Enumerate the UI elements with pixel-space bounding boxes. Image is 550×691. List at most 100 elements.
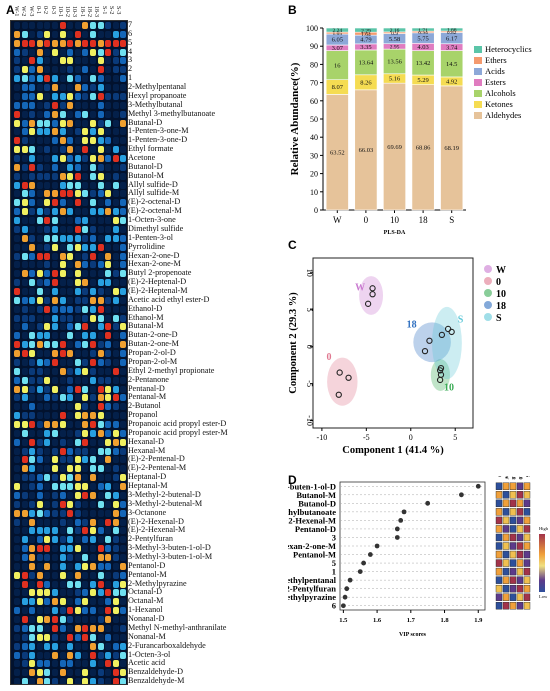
heatmap-cell (67, 261, 74, 269)
heatmap-cell (29, 190, 36, 198)
heatmap-cell (97, 341, 104, 349)
heatmap-cell (67, 367, 74, 375)
heatmap-cell (67, 562, 74, 570)
heatmap-cell (112, 110, 119, 118)
heatmap-cell (59, 616, 66, 624)
heatmap-cell (59, 500, 66, 508)
heatmap-cell (97, 39, 104, 47)
heatmap-cell (14, 678, 20, 684)
vip-heat-cell (495, 491, 503, 499)
heatmap-cell (52, 358, 58, 366)
heatmap-cell (52, 669, 58, 677)
heatmap-cell (82, 101, 89, 109)
heatmap-cell (74, 491, 81, 499)
x-tick-label: 1.8 (440, 617, 449, 624)
heatmap-cell (120, 270, 127, 278)
heatmap-cell (67, 500, 74, 508)
heatmap-cell (97, 296, 104, 304)
heatmap-cell (59, 84, 66, 92)
heatmap-cell (21, 217, 28, 225)
vip-heat-cell (516, 550, 524, 559)
heatmap-cell (59, 651, 66, 659)
heatmap-cell (120, 75, 127, 83)
heatmap-cell (14, 589, 20, 597)
legend-marker (484, 265, 492, 273)
x-tick-label: -10 (317, 433, 328, 442)
heatmap-cell (44, 491, 51, 499)
heatmap-cell (120, 323, 127, 331)
heatmap-cell (14, 57, 20, 65)
heatmap-column-header: 10-1 (56, 6, 63, 17)
legend-swatch (474, 112, 482, 119)
heatmap-cell (14, 598, 20, 606)
heatmap-cell (74, 341, 81, 349)
heatmap-cell (52, 208, 58, 216)
heatmap-cell (105, 208, 112, 216)
heatmap-cell (59, 429, 66, 437)
heatmap-cell (67, 279, 74, 287)
heatmap-cell (112, 474, 119, 482)
heatmap-cell (90, 84, 96, 92)
heatmap-cell (36, 332, 43, 340)
heatmap-cell (21, 163, 28, 171)
data-label: 5.58 (389, 36, 400, 43)
heatmap-row (11, 588, 127, 597)
heatmap-cell (29, 403, 36, 411)
heatmap-cell (97, 598, 104, 606)
vip-point (367, 552, 373, 557)
heatmap-cell (97, 474, 104, 482)
heatmap-row-label: 1-Hexanol (128, 605, 163, 615)
heatmap-cell (21, 358, 28, 366)
heatmap-cell (105, 163, 112, 171)
score-point (336, 369, 343, 376)
heatmap-cell (44, 669, 51, 677)
heatmap-cell (59, 350, 66, 358)
feature-label: 1 (332, 567, 336, 577)
heatmap-row (11, 136, 127, 145)
heatmap-cell (14, 101, 20, 109)
heatmap-cell (112, 128, 119, 136)
heatmap-cell (82, 491, 89, 499)
heatmap-cell (52, 624, 58, 632)
heatmap-cell (21, 527, 28, 535)
heatmap-cell (29, 137, 36, 145)
heatmap-cell (120, 651, 127, 659)
heatmap-cell (105, 261, 112, 269)
heatmap-cell (90, 562, 96, 570)
heatmap-cell (67, 305, 74, 313)
heatmap-cell (36, 261, 43, 269)
heatmap-cell (120, 181, 127, 189)
heatmap-cell (90, 314, 96, 322)
heatmap-cell (21, 350, 28, 358)
heatmap-cell (29, 562, 36, 570)
heatmap-cell (29, 332, 36, 340)
heatmap-cell (97, 376, 104, 384)
heatmap-cell (44, 30, 51, 38)
heatmap-row (11, 420, 127, 429)
heatmap-cell (97, 651, 104, 659)
heatmap-cell (120, 483, 127, 491)
heatmap-cell (67, 190, 74, 198)
vip-heat-cell (509, 559, 517, 567)
heatmap-cell (74, 84, 81, 92)
x-tick-label: S (449, 215, 454, 225)
heatmap-cell (90, 678, 96, 684)
heatmap-cell (120, 155, 127, 162)
heatmap-cell (90, 305, 96, 313)
heatmap-row (11, 677, 127, 684)
heatmap-cell (112, 332, 119, 340)
heatmap-row (11, 225, 127, 234)
heatmap-cell (105, 199, 112, 207)
heatmap-row-label: Butyl 2-propenoate (128, 268, 192, 278)
heatmap-cell (120, 545, 127, 553)
heatmap-cell (74, 270, 81, 278)
heatmap-cell (67, 474, 74, 482)
vip-point (394, 535, 400, 540)
heatmap-cell (29, 527, 36, 535)
heatmap-cell (105, 22, 112, 29)
heatmap-cell (14, 225, 20, 233)
feature-label: Hexan-2-one-M (288, 541, 336, 551)
heatmap-cell (120, 598, 127, 606)
heatmap-cell (36, 447, 43, 455)
data-label: 6.05 (332, 37, 343, 44)
